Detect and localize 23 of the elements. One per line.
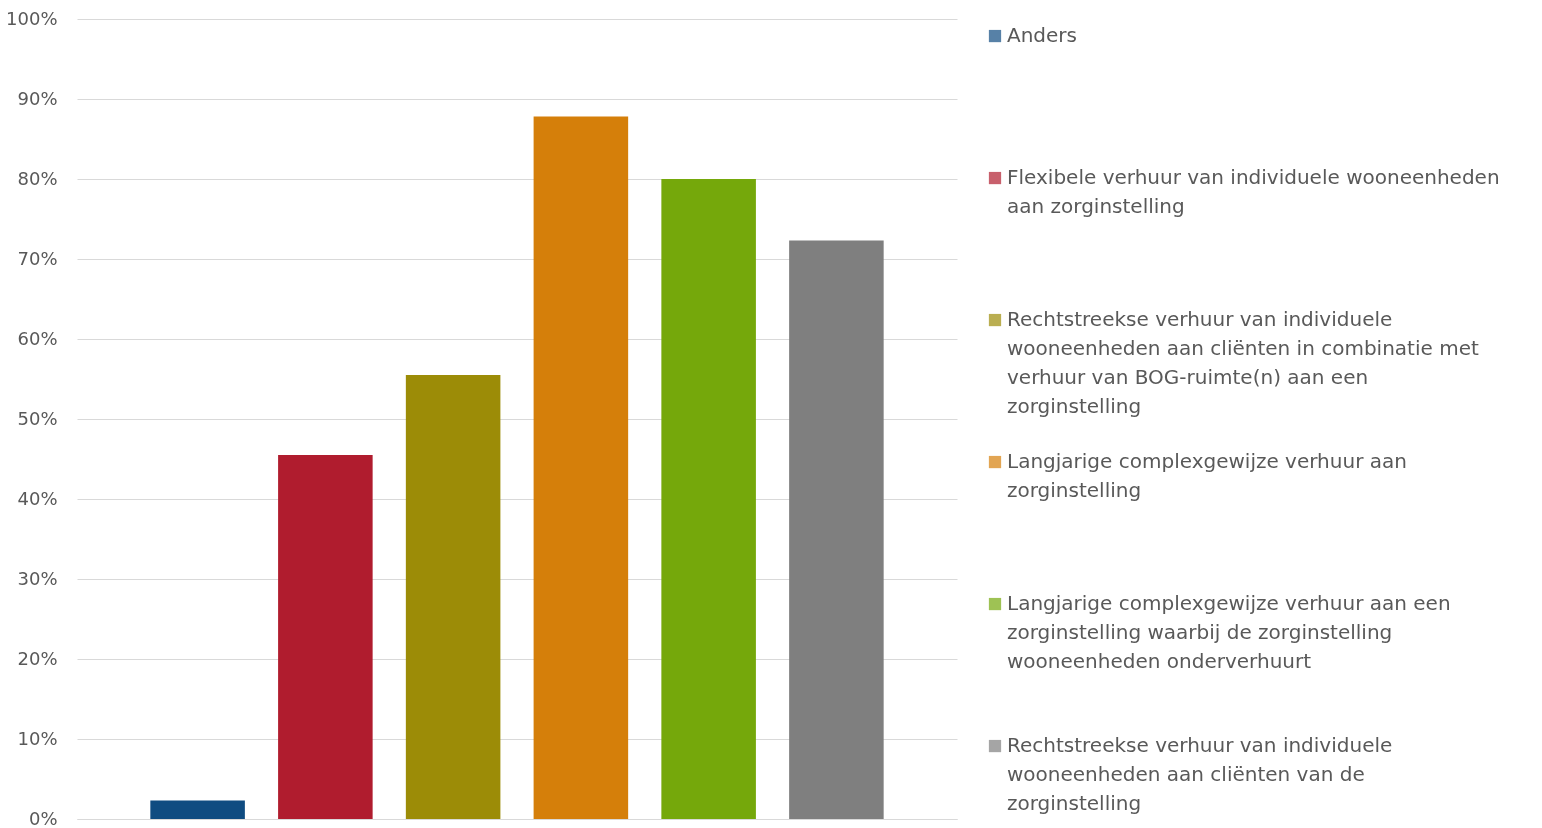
y-tick-label: 50% [17,407,58,429]
y-tick-label: 100% [6,7,58,29]
bar [150,800,245,819]
y-tick-label: 30% [17,567,58,589]
bar [405,375,501,819]
y-tick-label: 0% [28,807,58,828]
y-tick-label: 60% [17,327,58,349]
y-tick-label: 70% [17,247,58,269]
legend-label: Rechtstreekse verhuur van individuele wooneenheden aan cliënten van de zorginstelling [1007,733,1393,816]
legend-label: Langjarige complexgewijze verhuur aan een zorginstelling waarbij de zorginstelling wooneenheden onderverhuurt [1007,591,1451,674]
y-tick-label: 20% [17,647,58,669]
y-tick-label: 80% [17,167,58,189]
y-tick-label: 10% [17,727,58,749]
y-tick-label: 90% [17,87,58,109]
bar [789,240,884,819]
bar [533,116,629,819]
legend-label: Flexibele verhuur van individuele wooneenheden aan zorginstelling [1007,165,1500,219]
bar [661,179,756,819]
y-tick-label: 40% [17,487,58,509]
legend-label: Anders [1007,23,1077,48]
legend-label: Rechtstreekse verhuur van individuele wooneenheden aan cliënten in combinatie met verhuur van BOG-ruimte(n) aan een zorginstelling [1007,307,1479,419]
bar [278,455,373,819]
legend-label: Langjarige complexgewijze verhuur aan zorginstelling [1007,449,1407,503]
